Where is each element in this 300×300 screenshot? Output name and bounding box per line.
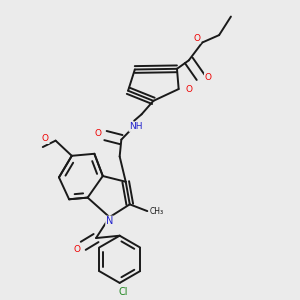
Text: Cl: Cl [118,287,128,297]
Text: O: O [94,129,102,138]
Text: O: O [205,73,212,82]
Text: O: O [185,85,192,94]
Text: O: O [194,34,201,43]
Text: CH₃: CH₃ [150,207,164,216]
Text: O: O [74,245,81,254]
Text: N: N [106,216,113,226]
Text: O: O [42,134,49,143]
Text: NH: NH [129,122,142,131]
